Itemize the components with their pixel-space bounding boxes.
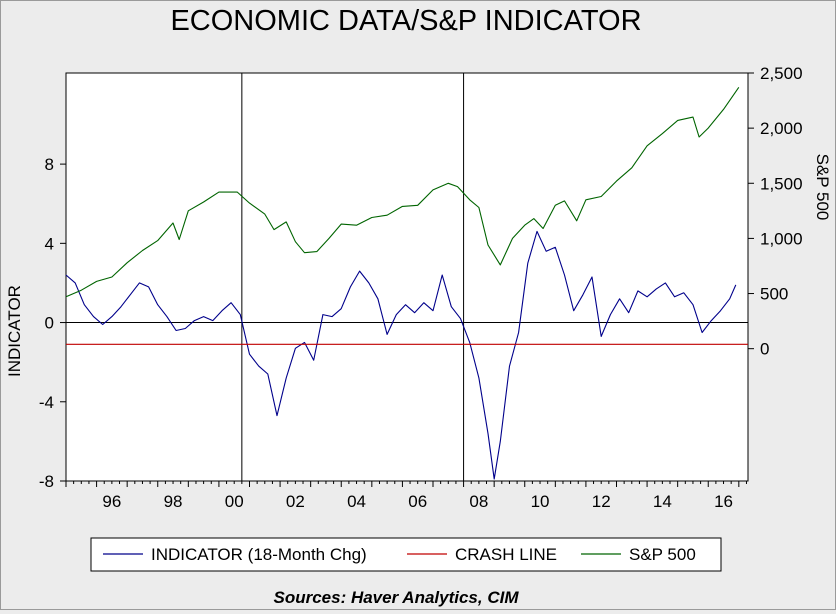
chart-title: ECONOMIC DATA/S&P INDICATOR: [170, 5, 641, 37]
y-left-tick-label: 4: [45, 234, 54, 253]
x-tick-label: 08: [469, 492, 488, 511]
plot-area: [65, 72, 749, 482]
y-right-tick-label: 1,000: [760, 229, 803, 248]
y-right-tick-label: 500: [760, 285, 788, 304]
y-right-tick-label: 2,500: [760, 64, 803, 83]
x-tick-label: 04: [347, 492, 366, 511]
legend: INDICATOR (18-Month Chg) CRASH LINE S&P …: [90, 537, 722, 572]
x-tick-label: 10: [531, 492, 550, 511]
x-tick-label: 14: [653, 492, 672, 511]
y-right-tick-label: 2,000: [760, 119, 803, 138]
y-left-tick-label: -8: [39, 472, 54, 491]
legend-label-sp500: S&P 500: [629, 545, 696, 564]
axes-layer: 8 4 0 -4 -8 2,500 2,000 1,500 1,000 500 0 96 98 00 02 0…: [39, 64, 803, 511]
y-left-tick-label: -4: [39, 393, 54, 412]
y-right-tick-label: 0: [760, 340, 769, 359]
source-footnote: Sources: Haver Analytics, CIM: [273, 588, 519, 607]
y-axis-left-label: INDICATOR: [5, 285, 24, 377]
x-tick-label: 00: [225, 492, 244, 511]
x-tick-label: 16: [714, 492, 733, 511]
series-line-indicator-18-month-chg: [65, 230, 737, 480]
y-right-tick-label: 1,500: [760, 174, 803, 193]
legend-label-crash-line: CRASH LINE: [455, 545, 557, 564]
x-tick-label: 96: [102, 492, 121, 511]
legend-label-indicator: INDICATOR (18-Month Chg): [151, 545, 367, 564]
x-tick-label: 98: [164, 492, 183, 511]
series-line-s-p-500: [65, 86, 740, 298]
x-tick-label: 06: [408, 492, 427, 511]
reference-lines: [66, 73, 748, 481]
y-left-tick-label: 8: [45, 155, 54, 174]
y-left-tick-label: 0: [45, 314, 54, 333]
x-tick-label: 02: [286, 492, 305, 511]
x-tick-label: 12: [592, 492, 611, 511]
y-axis-right-label: S&P 500: [813, 154, 832, 221]
series-layer: [65, 86, 748, 480]
